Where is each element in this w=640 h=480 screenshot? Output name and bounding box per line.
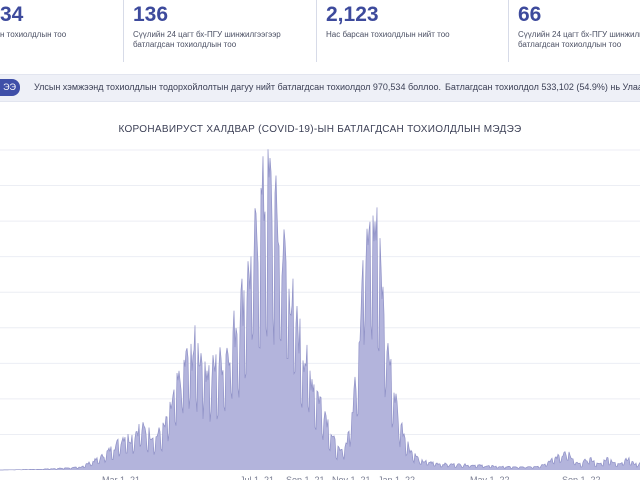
cases-chart: ...... Mar 1, 21...... Jul 1, 21 Sep 1, 21 N… bbox=[0, 149, 640, 480]
stat-label: Сүүлийн 24 цагт бх-ПГУ шинжилгээгээрбатл… bbox=[518, 30, 640, 49]
x-tick-label: Jan 1, 22 bbox=[378, 475, 415, 480]
ticker-text-2: Батлагдсан тохиолдол 533,102 (54.9%) нь … bbox=[445, 82, 640, 92]
stat-value: 66 bbox=[518, 3, 542, 26]
chart-grid bbox=[0, 149, 640, 435]
stat-divider bbox=[123, 0, 124, 62]
stat-divider bbox=[508, 0, 509, 62]
cases-area-line bbox=[0, 149, 640, 471]
ticker-badge[interactable]: ЭЭ bbox=[0, 79, 20, 96]
stat-value: 136 bbox=[133, 3, 169, 26]
stat-value: 34 bbox=[0, 3, 24, 26]
x-axis-ticks: ...... Mar 1, 21...... Jul 1, 21 Sep 1, 21 N… bbox=[10, 475, 616, 480]
chart-title: КОРОНАВИРУСТ ХАЛДВАР (COVID-19)-ЫН БАТЛА… bbox=[118, 124, 522, 135]
cases-area-fill bbox=[0, 149, 640, 471]
x-tick-label: Jul 1, 21 bbox=[240, 475, 274, 480]
stats-bar: 34 н тохиолдлын тоо 136 Сүүлийн 24 цагт … bbox=[0, 0, 640, 62]
x-tick-label: May 1, 22 bbox=[470, 475, 510, 480]
ticker-text: Улсын хэмжээнд тохиолдлын тодорхойлолтын… bbox=[34, 82, 442, 92]
cases-area bbox=[0, 149, 640, 471]
stat-divider bbox=[316, 0, 317, 62]
news-ticker: ЭЭ Улсын хэмжээнд тохиолдлын тодорхойлол… bbox=[0, 74, 640, 102]
x-tick-label: ... bbox=[10, 475, 18, 480]
x-tick-label: Sep 1, 22 bbox=[562, 475, 601, 480]
x-tick-label: ... bbox=[148, 475, 156, 480]
stat-value: 2,123 bbox=[326, 3, 379, 26]
x-tick-label: ... bbox=[516, 475, 524, 480]
x-tick-label: ... bbox=[194, 475, 202, 480]
stat-label: н тохиолдлын тоо bbox=[0, 30, 67, 39]
x-tick-label: ... bbox=[424, 475, 432, 480]
x-tick-label: Nov 1, 21 bbox=[332, 475, 371, 480]
x-tick-label: Mar 1, 21 bbox=[102, 475, 140, 480]
stat-label: Нас барсан тохиолдлын нийт тоо bbox=[326, 30, 450, 39]
x-tick-label: ... bbox=[608, 475, 616, 480]
x-tick-label: Sep 1, 21 bbox=[286, 475, 325, 480]
x-tick-label: ... bbox=[56, 475, 64, 480]
